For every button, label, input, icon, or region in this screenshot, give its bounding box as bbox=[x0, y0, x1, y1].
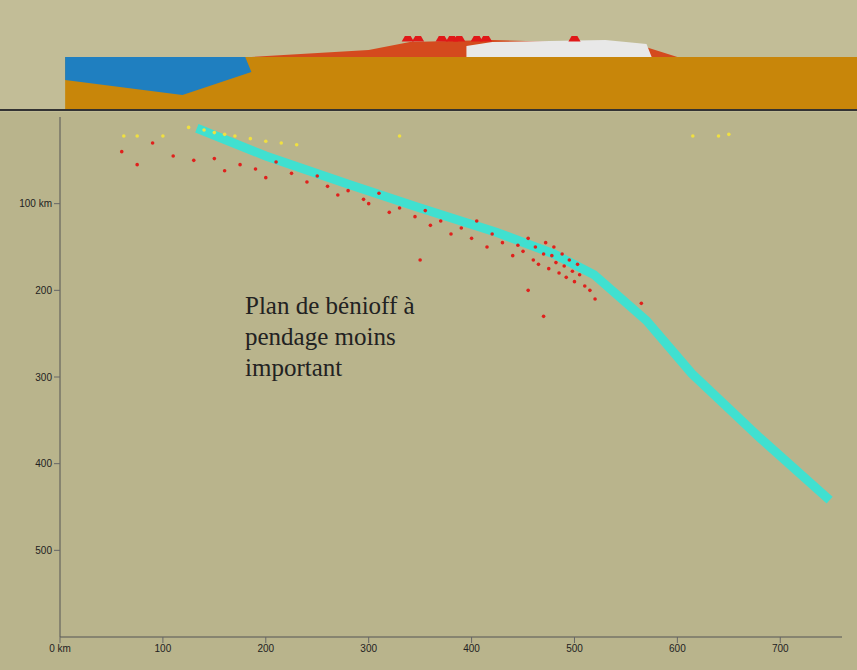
svg-text:400: 400 bbox=[463, 643, 480, 654]
svg-text:0 km: 0 km bbox=[49, 643, 71, 654]
svg-text:600: 600 bbox=[669, 643, 686, 654]
svg-text:700: 700 bbox=[772, 643, 789, 654]
svg-text:100: 100 bbox=[155, 643, 172, 654]
svg-text:500: 500 bbox=[35, 545, 52, 556]
svg-text:100 km: 100 km bbox=[19, 198, 52, 209]
svg-text:200: 200 bbox=[257, 643, 274, 654]
svg-text:500: 500 bbox=[566, 643, 583, 654]
svg-text:200: 200 bbox=[35, 285, 52, 296]
svg-text:400: 400 bbox=[35, 458, 52, 469]
svg-text:300: 300 bbox=[360, 643, 377, 654]
svg-text:300: 300 bbox=[35, 372, 52, 383]
html-text:Plan de bénioff à pendage moin: Plan de bénioff à pendage moins importan… bbox=[245, 292, 415, 381]
